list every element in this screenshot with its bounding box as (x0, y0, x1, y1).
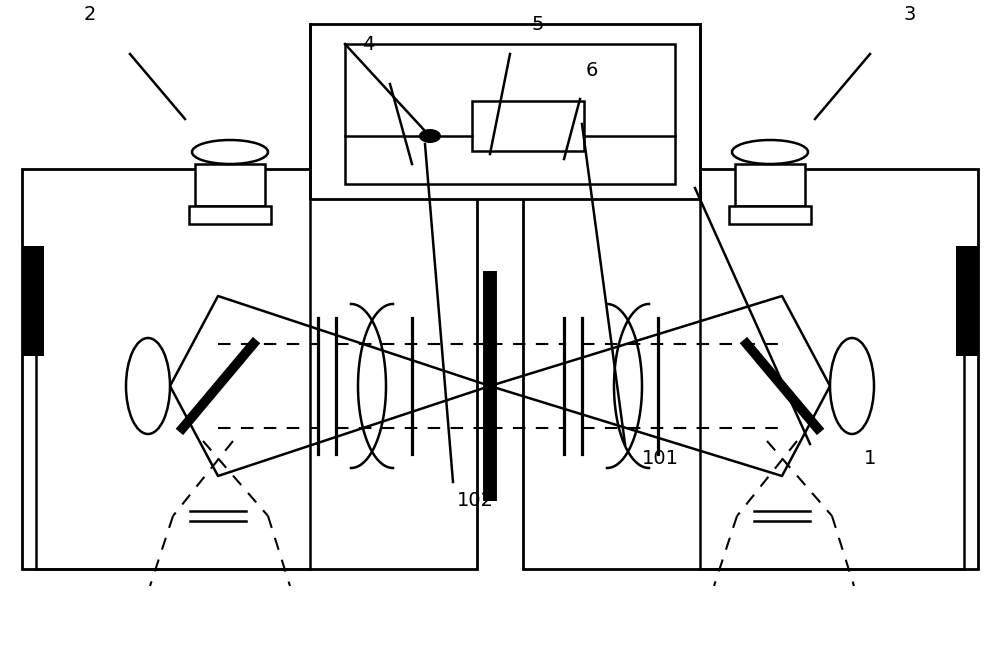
Ellipse shape (732, 140, 808, 164)
Bar (195, 164, 265, 206)
Text: 101: 101 (642, 449, 678, 468)
Text: 4: 4 (362, 35, 374, 54)
Ellipse shape (419, 129, 441, 143)
Ellipse shape (830, 338, 874, 434)
Text: 3: 3 (904, 5, 916, 24)
Bar (735, 164, 805, 206)
Bar (189, 206, 271, 224)
Text: 102: 102 (456, 492, 494, 511)
Text: 2: 2 (84, 5, 96, 24)
Bar (472, 101, 584, 151)
Ellipse shape (192, 140, 268, 164)
Bar (345, 44, 675, 184)
Bar (22, 246, 44, 356)
Text: 1: 1 (864, 449, 876, 468)
Bar (956, 246, 978, 356)
Bar (523, 169, 978, 569)
Text: 6: 6 (586, 61, 598, 80)
Text: 5: 5 (532, 14, 544, 33)
Ellipse shape (126, 338, 170, 434)
Bar (729, 206, 811, 224)
Bar (310, 24, 700, 199)
Bar (22, 169, 477, 569)
